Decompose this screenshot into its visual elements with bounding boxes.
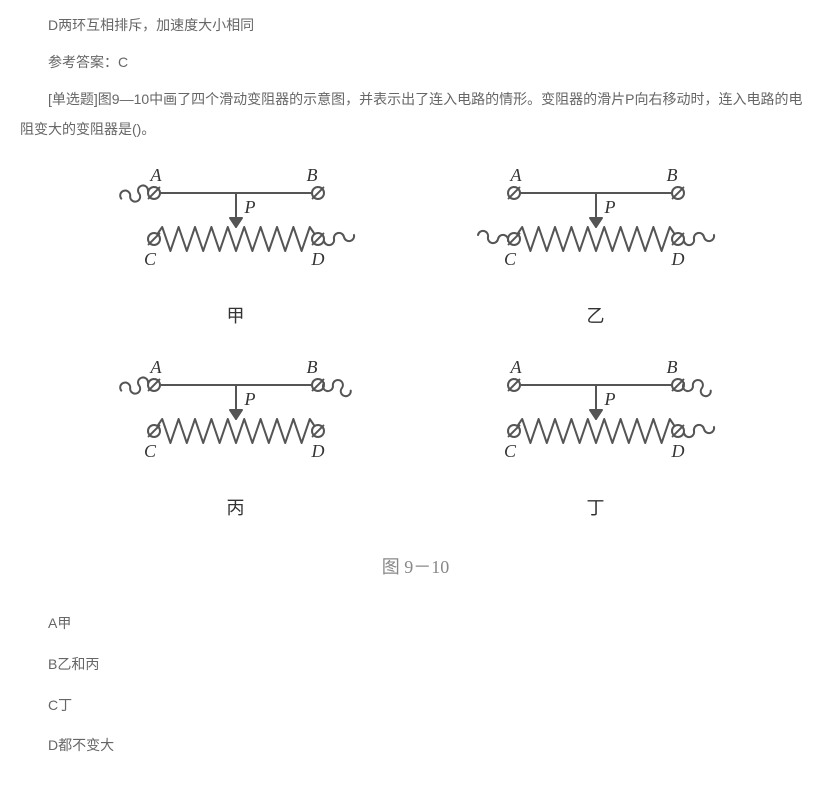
svg-text:D: D: [310, 249, 324, 269]
option-d: D都不变大: [20, 730, 811, 761]
figure-row-2: A B P C D 丙 A B P C D 丁: [56, 357, 776, 529]
svg-text:C: C: [143, 441, 156, 461]
subfig-ding: A B P C D 丁: [466, 357, 726, 529]
svg-text:C: C: [503, 249, 516, 269]
subfig-label-jia: 甲: [106, 297, 366, 337]
subfig-label-bing: 丙: [106, 489, 366, 529]
figure-9-10: A B P C D 甲 A B P C D 乙 A B P C D 丙 A B P C D 丁 图 9－10: [56, 165, 776, 588]
svg-text:C: C: [503, 441, 516, 461]
question-stem: [单选题]图9—10中画了四个滑动变阻器的示意图，并表示出了连入电路的情形。变阻…: [20, 84, 811, 146]
options-block: A甲 B乙和丙 C丁 D都不变大: [20, 608, 811, 761]
subfig-label-yi: 乙: [466, 297, 726, 337]
figure-row-1: A B P C D 甲 A B P C D 乙: [56, 165, 776, 337]
prev-option-d: D两环互相排斥，加速度大小相同: [20, 10, 811, 41]
option-a: A甲: [20, 608, 811, 639]
svg-text:D: D: [670, 441, 684, 461]
subfig-jia: A B P C D 甲: [106, 165, 366, 337]
subfig-svg-ding: A B P C D: [466, 357, 726, 487]
svg-text:D: D: [310, 441, 324, 461]
svg-text:P: P: [603, 389, 615, 409]
svg-text:A: A: [149, 165, 162, 185]
subfig-bing: A B P C D 丙: [106, 357, 366, 529]
svg-text:A: A: [509, 357, 522, 377]
svg-text:A: A: [509, 165, 522, 185]
subfig-svg-jia: A B P C D: [106, 165, 366, 295]
svg-text:B: B: [666, 357, 677, 377]
svg-text:P: P: [243, 389, 255, 409]
subfig-yi: A B P C D 乙: [466, 165, 726, 337]
svg-text:P: P: [603, 197, 615, 217]
svg-text:D: D: [670, 249, 684, 269]
prev-answer: 参考答案：C: [20, 47, 811, 78]
svg-text:A: A: [149, 357, 162, 377]
svg-text:B: B: [306, 165, 317, 185]
svg-text:B: B: [306, 357, 317, 377]
figure-caption: 图 9－10: [56, 548, 776, 588]
svg-text:P: P: [243, 197, 255, 217]
subfig-svg-bing: A B P C D: [106, 357, 366, 487]
subfig-svg-yi: A B P C D: [466, 165, 726, 295]
option-c: C丁: [20, 690, 811, 721]
svg-text:B: B: [666, 165, 677, 185]
svg-text:C: C: [143, 249, 156, 269]
subfig-label-ding: 丁: [466, 489, 726, 529]
option-b: B乙和丙: [20, 649, 811, 680]
